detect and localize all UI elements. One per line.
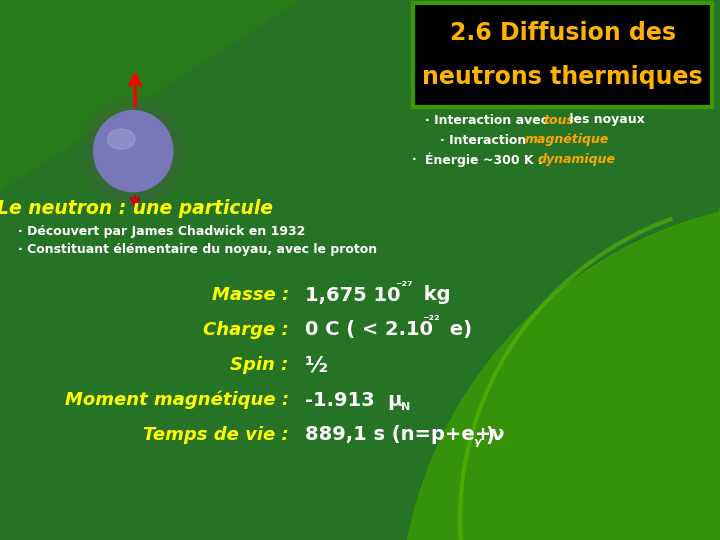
Text: Masse :: Masse : [212, 286, 295, 304]
Text: γ: γ [473, 437, 481, 447]
Text: les noyaux: les noyaux [565, 113, 644, 126]
Polygon shape [400, 206, 720, 540]
Text: Moment magnétique :: Moment magnétique : [65, 391, 295, 409]
Text: · Interaction: · Interaction [440, 133, 531, 146]
Text: Le neutron : une particule: Le neutron : une particule [0, 199, 273, 218]
Text: -1.913  μ: -1.913 μ [305, 390, 402, 409]
Text: e): e) [443, 321, 472, 340]
Text: 0 C ( < 2.10: 0 C ( < 2.10 [305, 321, 433, 340]
Text: ⁻²⁷: ⁻²⁷ [395, 280, 413, 293]
Ellipse shape [94, 111, 173, 192]
Text: Charge :: Charge : [203, 321, 295, 339]
Ellipse shape [86, 103, 180, 199]
Text: Spin :: Spin : [230, 356, 295, 374]
Text: ½: ½ [305, 355, 328, 375]
Text: kg: kg [417, 286, 451, 305]
Text: · Découvert par James Chadwick en 1932: · Découvert par James Chadwick en 1932 [18, 226, 305, 239]
Text: 889,1 s (n=p+e+ν: 889,1 s (n=p+e+ν [305, 426, 505, 444]
Text: Temps de vie :: Temps de vie : [143, 426, 295, 444]
Text: neutrons thermiques: neutrons thermiques [422, 65, 703, 89]
Text: ⁻²²: ⁻²² [422, 314, 440, 327]
FancyBboxPatch shape [413, 3, 712, 107]
Text: ): ) [485, 426, 494, 444]
Ellipse shape [107, 129, 135, 149]
Text: · Constituant élémentaire du noyau, avec le proton: · Constituant élémentaire du noyau, avec… [18, 242, 377, 255]
Text: tous: tous [543, 113, 574, 126]
Text: 1,675 10: 1,675 10 [305, 286, 400, 305]
Text: dynamique: dynamique [538, 153, 616, 166]
Text: ·: · [412, 153, 417, 166]
Ellipse shape [80, 97, 186, 206]
Text: magnétique: magnétique [525, 133, 609, 146]
Text: N: N [401, 402, 410, 412]
Text: · Interaction avec: · Interaction avec [425, 113, 552, 126]
Polygon shape [0, 0, 300, 190]
Text: Énergie ~300 K :: Énergie ~300 K : [425, 153, 547, 167]
Text: 2.6 Diffusion des: 2.6 Diffusion des [449, 21, 675, 45]
